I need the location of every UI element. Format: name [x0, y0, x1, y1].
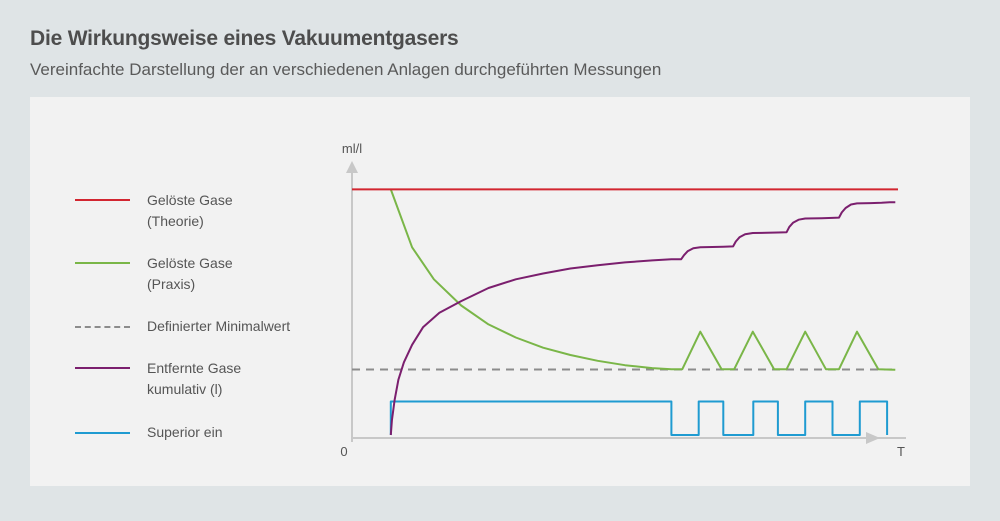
legend-label-praxis: Gelöste Gase (Praxis) [147, 255, 233, 292]
legend-swatch-superior [75, 432, 130, 434]
series-superior [389, 400, 889, 436]
legend: Gelöste Gase (Theorie) Gelöste Gase (Pra… [30, 97, 350, 486]
chart-subtitle: Vereinfachte Darstellung der an verschie… [30, 60, 662, 79]
legend-item-minimalwert: Definierter Minimalwert [75, 316, 345, 356]
legend-swatch-praxis [75, 262, 130, 264]
series-praxis [389, 189, 896, 371]
axes: ml/l 0 T [340, 141, 906, 459]
legend-item-theorie: Gelöste Gase (Theorie) [75, 190, 345, 230]
y-axis-label: ml/l [342, 141, 362, 156]
legend-label-superior: Superior ein [147, 424, 223, 440]
legend-swatch-minimalwert [75, 326, 130, 328]
origin-label: 0 [340, 444, 347, 459]
series-entfernte-gase [389, 201, 896, 436]
legend-item-entfernte-gase: Entfernte Gase kumulativ (l) [75, 358, 345, 398]
chart-panel: Gelöste Gase (Theorie) Gelöste Gase (Pra… [30, 97, 970, 486]
legend-label-minimalwert: Definierter Minimalwert [147, 318, 291, 334]
x-axis-arrow [866, 432, 880, 444]
x-axis-label: T [897, 444, 905, 459]
legend-item-superior: Superior ein [75, 422, 345, 462]
y-axis-arrow [346, 161, 358, 173]
chart-title: Die Wirkungsweise eines Vakuumentgasers [30, 27, 459, 50]
legend-label-theorie: Gelöste Gase (Theorie) [147, 192, 233, 229]
legend-item-praxis: Gelöste Gase (Praxis) [75, 253, 345, 293]
legend-swatch-theorie [75, 199, 130, 201]
line-chart: ml/l 0 T [340, 141, 906, 459]
legend-swatch-entfernte-gase [75, 367, 130, 369]
series-layer [352, 188, 898, 436]
legend-label-entfernte-gase: Entfernte Gase kumulativ (l) [147, 360, 242, 397]
